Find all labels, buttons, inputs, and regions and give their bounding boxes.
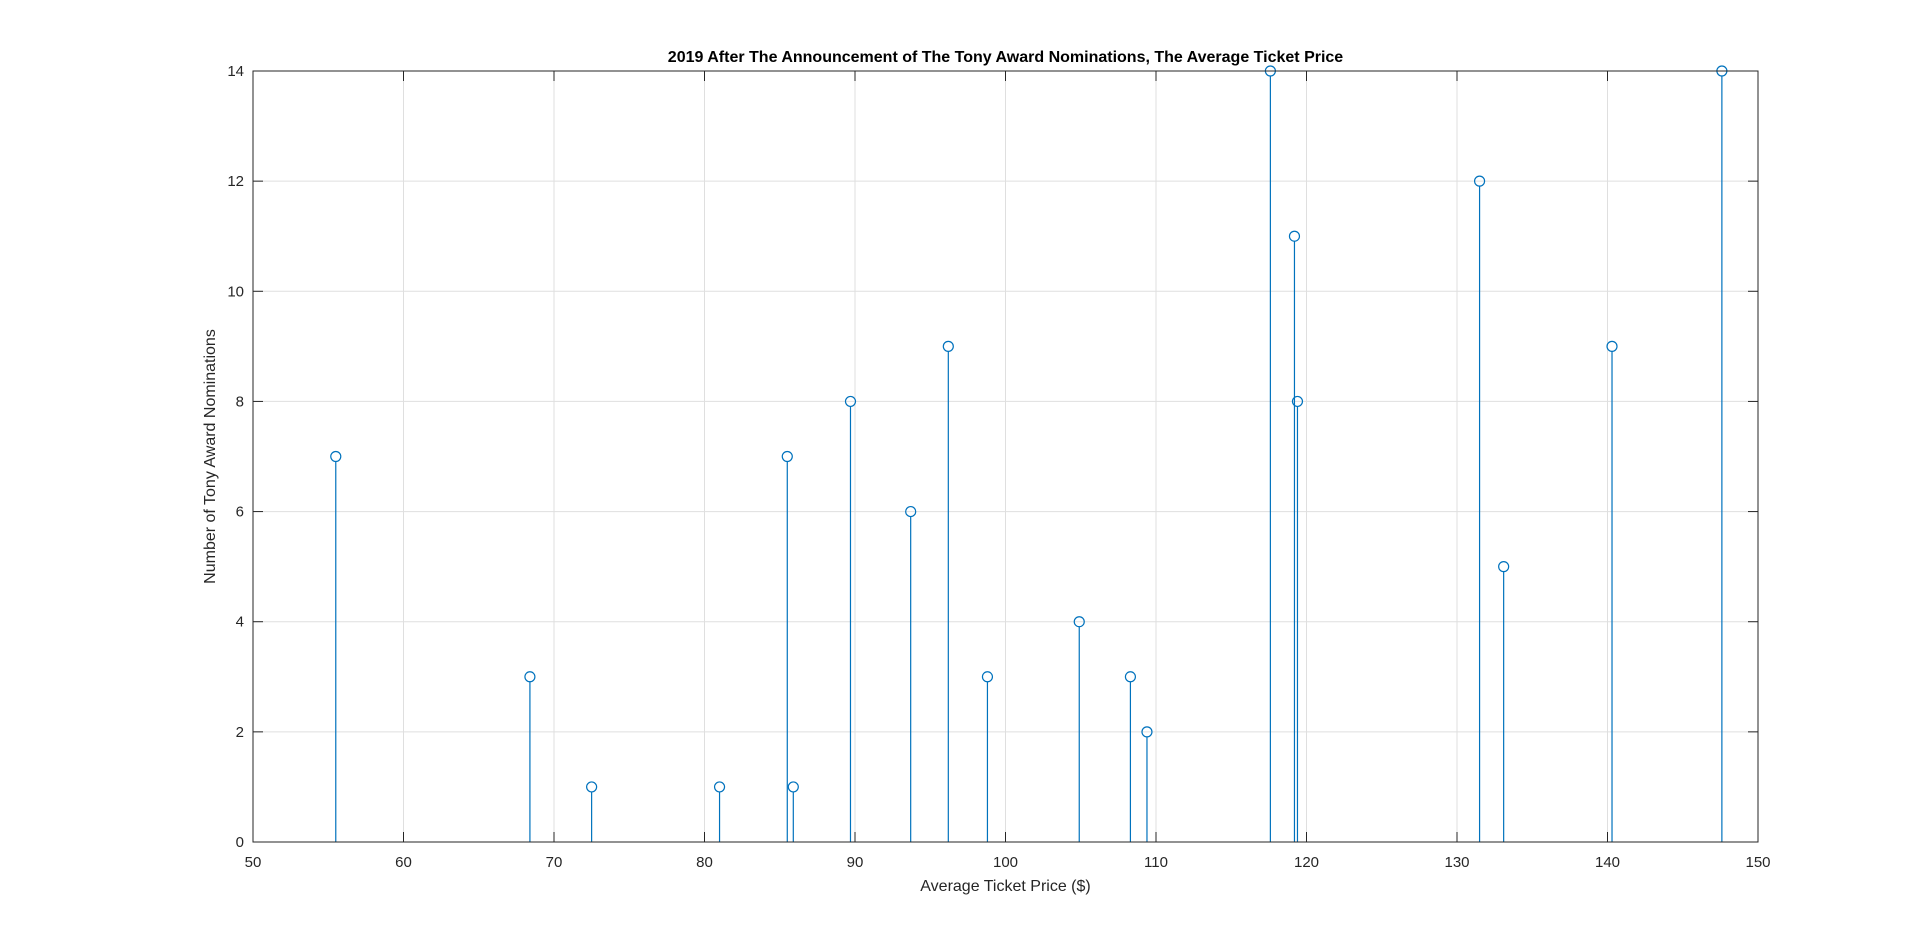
y-tick-label: 4 <box>236 614 244 631</box>
stem-point <box>1473 175 1486 842</box>
stem-marker <box>781 450 793 463</box>
stem-marker <box>586 781 598 793</box>
stem-marker <box>844 395 857 408</box>
y-tick-label: 2 <box>236 724 244 741</box>
x-axis-label: Average Ticket Price ($) <box>920 878 1090 895</box>
y-tick-label: 12 <box>227 173 244 190</box>
y-tick-label: 6 <box>236 504 244 521</box>
x-tick-label: 130 <box>1444 854 1469 871</box>
y-tick-label: 0 <box>236 834 244 851</box>
stem-point <box>1606 340 1618 842</box>
y-axis-label: Number of Tony Award Nominations <box>202 329 219 584</box>
stem-marker <box>1606 340 1618 352</box>
stem-point <box>1288 230 1301 842</box>
stem-point <box>905 505 917 842</box>
x-tick-label: 70 <box>546 854 563 871</box>
x-tick-labels: 50 60 70 80 90 100 110 120 130 140 150 <box>245 854 1771 871</box>
x-tick-label: 110 <box>1144 854 1168 871</box>
x-tick-label: 140 <box>1595 854 1620 871</box>
y-tick-labels: 0 2 4 6 8 10 12 14 <box>227 63 244 851</box>
x-tick-label: 100 <box>993 854 1018 871</box>
chart-title: 2019 After The Announcement of The Tony … <box>668 49 1344 66</box>
y-tick-label: 14 <box>227 63 244 80</box>
stem-marker <box>981 671 994 683</box>
stem-point <box>586 781 598 842</box>
stem-marker <box>905 505 917 518</box>
stem-marker <box>1073 616 1085 628</box>
x-tick-label: 60 <box>395 854 412 871</box>
stem-marker <box>942 340 954 352</box>
stem-point <box>981 671 994 842</box>
stem-point <box>330 450 342 842</box>
stem-point <box>1124 671 1137 842</box>
stem-point <box>1141 726 1153 842</box>
stem-marker <box>1124 671 1137 683</box>
x-tick-label: 80 <box>696 854 713 871</box>
stem-point <box>844 395 857 842</box>
stem-marker <box>1288 230 1301 242</box>
stem-marker <box>1291 395 1304 408</box>
stem-marker <box>787 781 799 793</box>
stem-marker <box>1473 175 1486 187</box>
axis-ticks <box>252 70 1759 843</box>
stem-point <box>787 781 799 842</box>
stem-marker <box>330 450 342 463</box>
stem-point <box>1291 395 1304 842</box>
y-tick-label: 10 <box>227 283 244 300</box>
y-tick-label: 8 <box>236 393 244 410</box>
stem-marker <box>524 671 536 683</box>
x-tick-label: 120 <box>1294 854 1319 871</box>
x-tick-label: 50 <box>245 854 262 871</box>
stem-point <box>1498 561 1510 842</box>
stem-point <box>1073 616 1085 842</box>
stem-point <box>713 781 726 842</box>
x-tick-label: 90 <box>847 854 864 871</box>
stem-point <box>781 450 793 842</box>
stem-marker <box>713 781 726 793</box>
stem-marker <box>1141 726 1153 738</box>
stem-marker <box>1498 561 1510 573</box>
data-stems <box>330 65 1728 842</box>
stem-point <box>942 340 954 842</box>
x-tick-label: 150 <box>1745 854 1770 871</box>
stem-point <box>524 671 536 842</box>
